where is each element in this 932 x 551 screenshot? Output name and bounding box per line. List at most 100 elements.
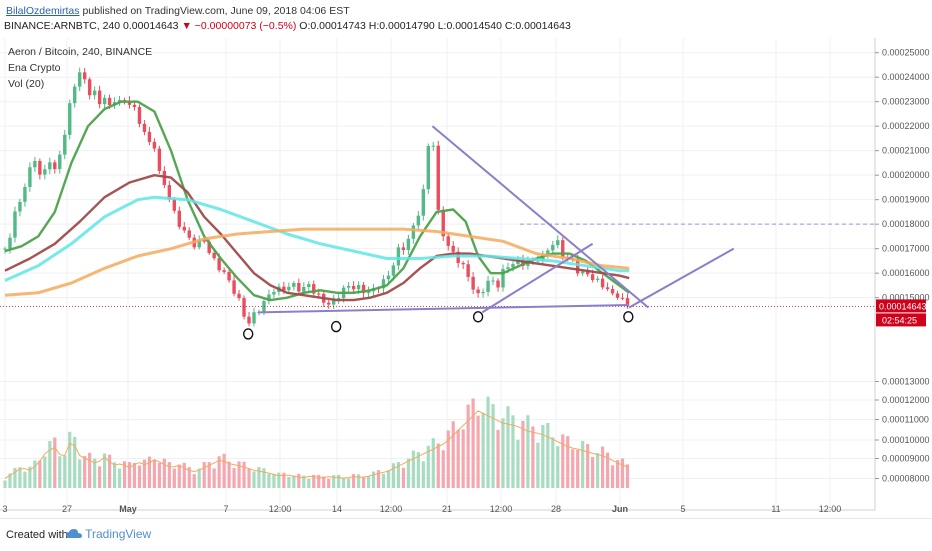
low-marker-circle [472,311,484,323]
candle-body [351,285,356,290]
volume-bar [620,458,625,488]
time-tick-label: 12:00 [380,504,403,514]
down-arrow-icon: ▼ [181,20,192,32]
candle-body [58,154,62,169]
volume-bar [496,429,500,488]
candle-body [486,280,490,292]
volume-bar [257,467,261,488]
price-tick-label: 0.00008000 [882,474,930,484]
tradingview-logo[interactable]: TradingView [66,527,151,541]
plot-background [0,38,875,510]
volume-bar [177,464,181,488]
volume-bar [242,461,246,488]
volume-bar [451,421,455,488]
volume-bar [162,458,166,488]
volume-bar [386,470,391,488]
volume-bar [13,467,17,488]
low-marker-circle [330,320,342,333]
price-tick-label: 0.00022000 [882,121,930,131]
candle-body [63,134,67,155]
candle-body [436,145,440,210]
volume-bar [347,478,351,488]
footer: Created with TradingView [0,518,932,551]
volume-bar [222,453,226,488]
symbol-line: BINANCE:ARNBTC, 240 0.00014643 ▼ −0.0000… [4,20,571,32]
legend-title: Aeron / Bitcoin, 240, BINANCE [8,46,152,58]
candle-body [386,275,391,280]
volume-bar [107,454,112,488]
volume-bar [456,429,460,488]
time-axis[interactable]: 3 27 May 7 12:00 14 12:00 21 12:00 28 Jun 5 11 12:00 [2,504,841,514]
candle-body [78,72,82,87]
volume-bar [511,415,515,488]
volume-bar [356,474,361,488]
volume-average-line [4,410,628,479]
volume-bar [307,478,311,488]
volume-bar [610,465,615,488]
candle-body [217,258,221,271]
candle-body [327,302,331,305]
candle-body [73,86,77,104]
author-link[interactable]: BilalOzdemirtas [6,5,80,17]
volume-bar [366,476,371,488]
marked-lows [242,311,634,340]
volume-bar [157,463,161,488]
volume-bar [207,462,211,488]
current-price-tag: 0.00014643 02:54:25 [876,299,927,327]
volume-bar [566,436,570,488]
candle-body [366,291,371,294]
time-tick-label: 12:00 [819,504,842,514]
candle-body [252,312,256,324]
volume-bar [446,430,450,488]
low-marker-circle [242,328,254,340]
candle-body [585,271,590,275]
volume-bar [317,474,321,488]
candle-body [137,107,142,124]
price-axis[interactable]: 0.00025000 0.00024000 0.00023000 0.00022000… [875,48,930,484]
price-tag-box [876,299,926,313]
price-tick-label: 0.00025000 [882,48,930,58]
price-chart[interactable]: 0.00025000 0.00024000 0.00023000 0.00022000… [0,38,932,518]
candle-body [287,286,291,291]
candle-body [3,248,7,250]
volume-bar [521,420,525,488]
candle-body [18,201,22,212]
candle-body [356,284,361,290]
candle-body [556,240,560,246]
volume-bar [536,442,540,488]
moving-averages [4,100,630,302]
candle-body [232,280,236,294]
candle-body [546,250,550,256]
volume-bar [596,453,600,488]
candle-body [600,278,605,288]
volume-bar [516,439,520,488]
ohlc-close: C:0.00014643 [504,20,571,32]
volume-bar [217,456,221,488]
volume-bar [232,468,236,488]
price-tick-label: 0.00012000 [882,395,930,405]
volume-bar [556,446,560,488]
time-tick-label: 12:00 [269,504,292,514]
candle-body [202,240,206,242]
volume-bar [167,462,171,488]
candle-body [182,226,186,231]
candle-body [576,258,580,274]
price-tick-label: 0.00013000 [882,377,930,387]
candle-body [381,279,386,289]
volume-bar [73,436,77,488]
created-with-label: Created with [6,529,68,541]
price-tick-label: 0.00011000 [882,415,929,425]
volume-bar [526,415,530,488]
volume-bar [615,460,620,488]
candle-body [117,100,122,103]
volume-bar [292,475,296,488]
volume-bar [391,463,396,488]
volume-bar [431,438,435,488]
candle-body [471,276,475,290]
candle-body [292,282,296,287]
volume-bar [625,464,630,488]
candle-body [615,293,620,298]
volume-bar [396,462,401,488]
volume-bar [262,468,266,488]
candle-body [197,240,201,248]
